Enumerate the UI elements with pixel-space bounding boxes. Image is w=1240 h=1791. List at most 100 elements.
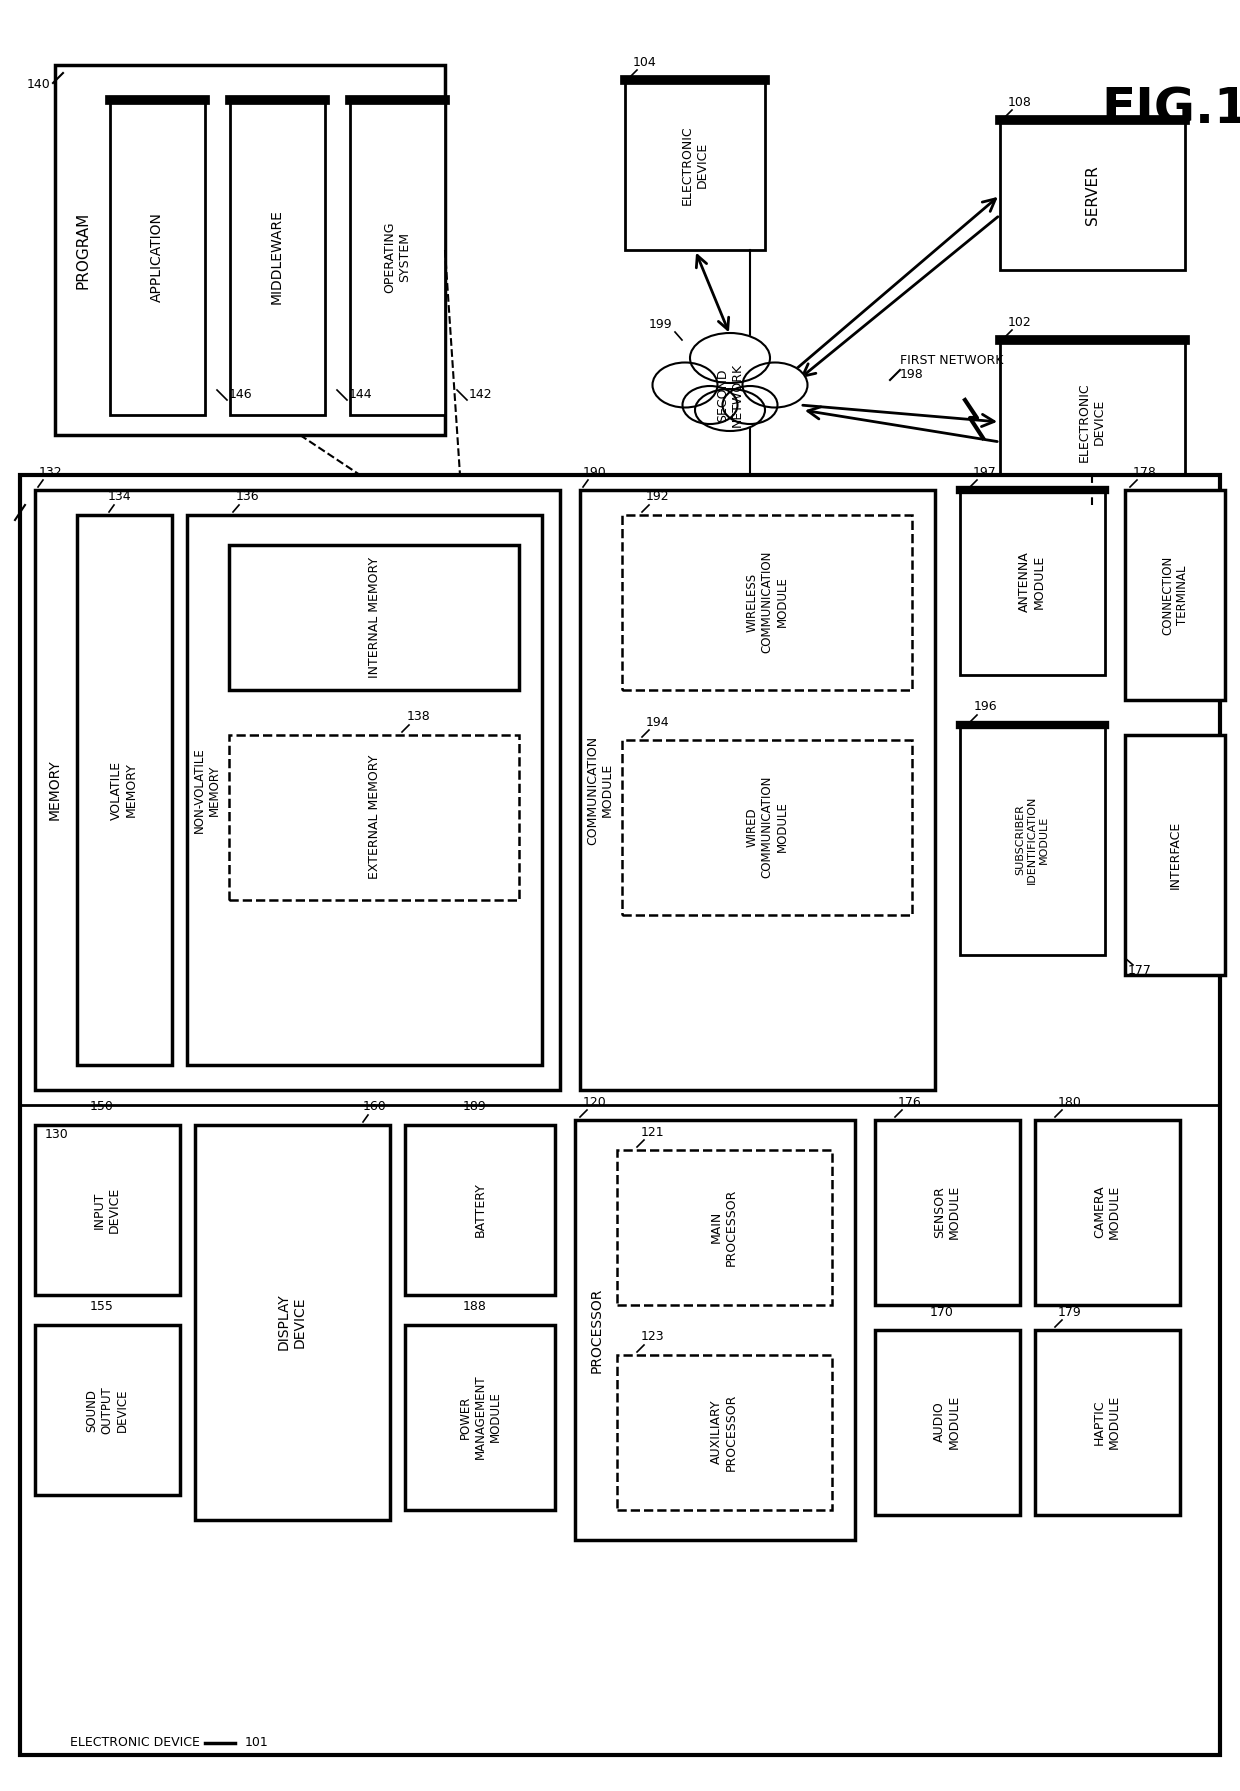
- Text: ELECTRONIC
DEVICE: ELECTRONIC DEVICE: [1078, 381, 1106, 462]
- Text: ANTENNA
MODULE: ANTENNA MODULE: [1018, 552, 1047, 613]
- Bar: [20, 475, 1220, 1755]
- Text: 134: 134: [107, 491, 130, 503]
- Text: 196: 196: [973, 700, 997, 713]
- Bar: [618, 1150, 832, 1306]
- Text: 199: 199: [649, 319, 672, 331]
- Text: 121: 121: [640, 1125, 663, 1139]
- Bar: [405, 1125, 556, 1295]
- Text: INTERNAL MEMORY: INTERNAL MEMORY: [367, 557, 381, 677]
- Text: 104: 104: [634, 56, 657, 68]
- Bar: [580, 491, 935, 1091]
- Text: 189: 189: [463, 1100, 487, 1114]
- Text: VOLATILE
MEMORY: VOLATILE MEMORY: [110, 761, 138, 820]
- Bar: [960, 491, 1105, 675]
- Text: ELECTRONIC
DEVICE: ELECTRONIC DEVICE: [681, 125, 709, 204]
- Text: MEMORY: MEMORY: [48, 759, 62, 820]
- Bar: [1035, 1331, 1180, 1515]
- Bar: [875, 1119, 1021, 1306]
- Text: BATTERY: BATTERY: [474, 1182, 486, 1238]
- Bar: [35, 1325, 180, 1495]
- Text: 177: 177: [1128, 964, 1152, 976]
- Text: 188: 188: [463, 1300, 487, 1313]
- Text: 138: 138: [407, 711, 430, 724]
- Text: DISPLAY
DEVICE: DISPLAY DEVICE: [277, 1293, 308, 1350]
- Text: 120: 120: [583, 1096, 606, 1109]
- Text: 150: 150: [91, 1100, 114, 1114]
- Text: 160: 160: [363, 1100, 387, 1114]
- Text: MAIN
PROCESSOR: MAIN PROCESSOR: [711, 1187, 738, 1266]
- Text: OPERATING
SYSTEM: OPERATING SYSTEM: [383, 222, 410, 292]
- Text: 140: 140: [26, 79, 50, 91]
- Bar: [1125, 734, 1225, 974]
- Text: CONNECTION
TERMINAL: CONNECTION TERMINAL: [1161, 555, 1189, 634]
- Bar: [618, 1356, 832, 1510]
- Text: AUDIO
MODULE: AUDIO MODULE: [932, 1395, 961, 1449]
- Text: 178: 178: [1133, 466, 1157, 478]
- Text: 132: 132: [38, 466, 62, 478]
- Bar: [622, 740, 911, 915]
- Text: 102: 102: [1008, 315, 1032, 328]
- Text: NON-VOLATILE
MEMORY: NON-VOLATILE MEMORY: [193, 747, 221, 833]
- Text: INTERFACE: INTERFACE: [1168, 820, 1182, 888]
- Text: WIRELESS
COMMUNICATION
MODULE: WIRELESS COMMUNICATION MODULE: [745, 552, 789, 654]
- Bar: [405, 1325, 556, 1510]
- Text: 155: 155: [91, 1300, 114, 1313]
- Text: 194: 194: [645, 715, 668, 729]
- Text: 123: 123: [640, 1331, 663, 1343]
- Text: 192: 192: [645, 491, 668, 503]
- Bar: [77, 516, 172, 1066]
- Text: HAPTIC
MODULE: HAPTIC MODULE: [1092, 1395, 1121, 1449]
- Bar: [350, 100, 445, 416]
- Text: SECOND
NETWORK: SECOND NETWORK: [715, 364, 744, 426]
- Text: INPUT
DEVICE: INPUT DEVICE: [93, 1187, 122, 1234]
- Text: 190: 190: [583, 466, 606, 478]
- Text: AUXILIARY
PROCESSOR: AUXILIARY PROCESSOR: [711, 1393, 738, 1470]
- Text: SUBSCRIBER
IDENTIFICATION
MODULE: SUBSCRIBER IDENTIFICATION MODULE: [1016, 795, 1049, 885]
- Text: 146: 146: [228, 389, 252, 401]
- Text: 136: 136: [236, 491, 259, 503]
- Text: 180: 180: [1058, 1096, 1083, 1109]
- Bar: [195, 1125, 391, 1521]
- Bar: [187, 516, 542, 1066]
- Text: SERVER: SERVER: [1085, 165, 1100, 226]
- Bar: [1125, 491, 1225, 700]
- Bar: [229, 544, 520, 690]
- Text: 108: 108: [1008, 95, 1032, 109]
- Bar: [575, 1119, 856, 1540]
- Text: COMMUNICATION
MODULE: COMMUNICATION MODULE: [587, 736, 614, 845]
- Text: 170: 170: [930, 1306, 954, 1318]
- Ellipse shape: [682, 387, 738, 424]
- Text: PROGRAM: PROGRAM: [76, 211, 91, 288]
- Text: PROCESSOR: PROCESSOR: [590, 1288, 604, 1372]
- Bar: [110, 100, 205, 416]
- Ellipse shape: [743, 362, 807, 408]
- Text: APPLICATION: APPLICATION: [150, 211, 164, 303]
- Ellipse shape: [689, 333, 770, 383]
- Ellipse shape: [723, 387, 777, 424]
- Text: MIDDLEWARE: MIDDLEWARE: [270, 210, 284, 304]
- Bar: [622, 516, 911, 690]
- Text: CAMERA
MODULE: CAMERA MODULE: [1092, 1186, 1121, 1239]
- Text: 198: 198: [900, 369, 924, 381]
- Text: SENSOR
MODULE: SENSOR MODULE: [932, 1186, 961, 1239]
- Text: FIRST NETWORK: FIRST NETWORK: [900, 353, 1003, 367]
- Text: 101: 101: [246, 1737, 269, 1750]
- Bar: [229, 100, 325, 416]
- Text: 176: 176: [898, 1096, 921, 1109]
- Bar: [35, 491, 560, 1091]
- Text: 142: 142: [469, 389, 492, 401]
- Bar: [999, 120, 1185, 270]
- Text: POWER
MANAGEMENT
MODULE: POWER MANAGEMENT MODULE: [459, 1375, 501, 1460]
- Bar: [999, 340, 1185, 505]
- Text: 197: 197: [973, 466, 997, 478]
- Bar: [229, 734, 520, 901]
- Ellipse shape: [694, 389, 765, 432]
- Text: SOUND
OUTPUT
DEVICE: SOUND OUTPUT DEVICE: [86, 1386, 129, 1435]
- Bar: [55, 64, 445, 435]
- Text: ELECTRONIC DEVICE: ELECTRONIC DEVICE: [71, 1737, 200, 1750]
- Bar: [625, 81, 765, 251]
- Text: 144: 144: [348, 389, 372, 401]
- Bar: [960, 725, 1105, 955]
- Text: FIG.1: FIG.1: [1101, 86, 1240, 134]
- Text: WIRED
COMMUNICATION
MODULE: WIRED COMMUNICATION MODULE: [745, 776, 789, 878]
